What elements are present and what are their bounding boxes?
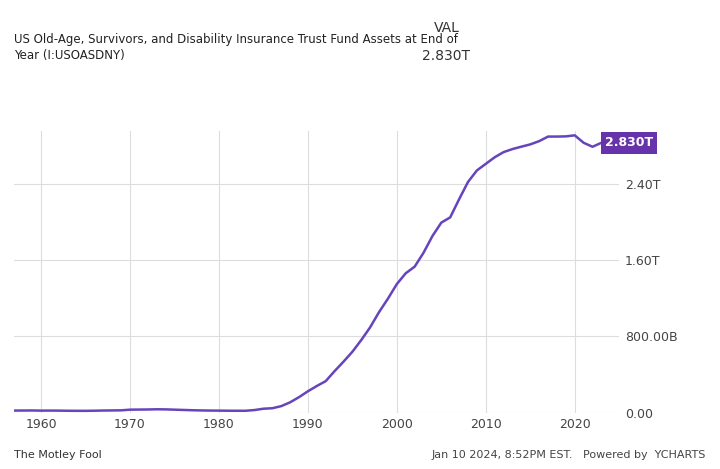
- Text: The Motley Fool: The Motley Fool: [14, 450, 102, 460]
- Text: US Old-Age, Survivors, and Disability Insurance Trust Fund Assets at End of: US Old-Age, Survivors, and Disability In…: [14, 33, 458, 46]
- Text: 2.830T: 2.830T: [423, 49, 470, 63]
- Text: Year (I:USOASDNY): Year (I:USOASDNY): [14, 49, 125, 62]
- Text: 2.830T: 2.830T: [605, 136, 653, 149]
- Text: Jan 10 2024, 8:52PM EST.   Powered by  YCHARTS: Jan 10 2024, 8:52PM EST. Powered by YCHA…: [431, 450, 706, 460]
- Text: VAL: VAL: [433, 21, 459, 35]
